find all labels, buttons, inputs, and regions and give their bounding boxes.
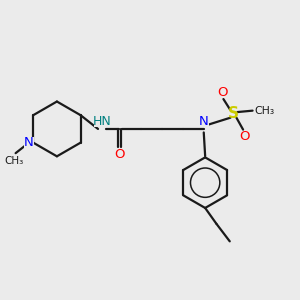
Text: O: O xyxy=(114,148,125,161)
Text: HN: HN xyxy=(93,115,112,128)
Bar xyxy=(217,86,227,98)
Bar xyxy=(24,137,34,148)
Bar xyxy=(240,131,249,142)
Text: N: N xyxy=(24,136,34,149)
Bar xyxy=(94,115,110,127)
Bar xyxy=(115,149,124,161)
Text: S: S xyxy=(228,106,239,121)
Bar xyxy=(199,115,209,127)
Text: CH₃: CH₃ xyxy=(254,106,274,116)
Text: N: N xyxy=(199,115,208,128)
Text: O: O xyxy=(239,130,250,143)
Text: CH₃: CH₃ xyxy=(4,156,23,166)
Text: O: O xyxy=(217,85,227,98)
